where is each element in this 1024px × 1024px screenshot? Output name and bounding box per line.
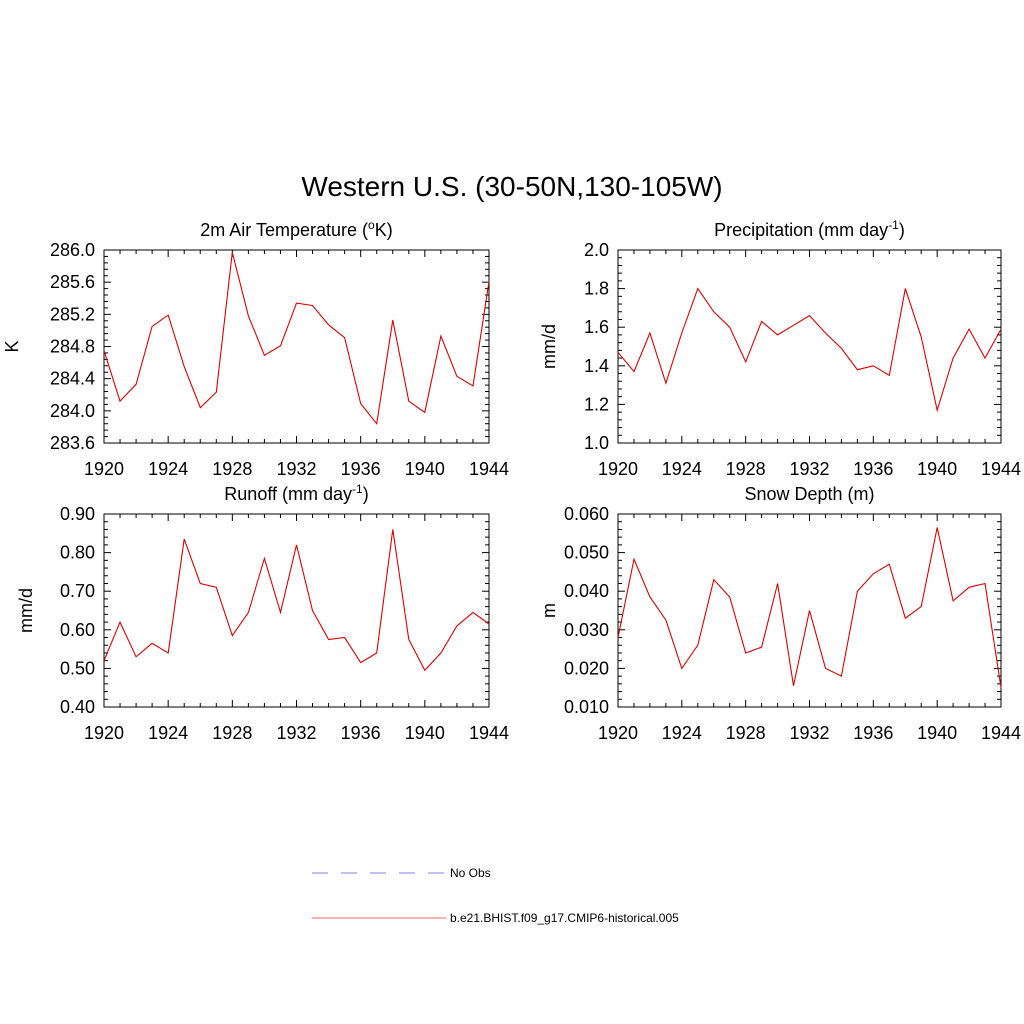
x-tick-label: 1924 (662, 723, 702, 743)
x-tick-label: 1920 (84, 723, 124, 743)
x-tick-label: 1940 (917, 459, 957, 479)
y-axis-label: K (2, 340, 22, 352)
y-tick-label: 284.0 (50, 401, 95, 421)
y-tick-label: 283.6 (50, 433, 95, 453)
legend-label: b.e21.BHIST.f09_g17.CMIP6-historical.005 (450, 911, 679, 925)
y-tick-label: 0.40 (60, 697, 95, 717)
x-tick-label: 1928 (212, 723, 252, 743)
figure-title: Western U.S. (30-50N,130-105W) (301, 171, 722, 202)
x-tick-label: 1944 (469, 459, 509, 479)
y-tick-label: 1.6 (584, 317, 609, 337)
panels-group: 1920 1924 1928 1932 1936 1940 1944 283.6 284.0 28… (2, 218, 1021, 743)
y-axis-label: mm/d (16, 588, 36, 633)
y-tick-label: 0.80 (60, 543, 95, 563)
plot-frame (103, 513, 490, 708)
plot-frame (103, 249, 490, 444)
y-axis-label: m (539, 603, 559, 618)
y-tick-label: 1.2 (584, 394, 609, 414)
chart-panel: 1920 1924 1928 1932 1936 1940 1944 1.0 1.2 1.4 1.6… (539, 218, 1021, 479)
y-tick-label: 0.060 (564, 504, 609, 524)
y-tick-label: 0.50 (60, 658, 95, 678)
y-tick-label: 1.8 (584, 279, 609, 299)
y-tick-label: 285.6 (50, 272, 95, 292)
x-tick-label: 1920 (598, 459, 638, 479)
x-tick-label: 1936 (341, 723, 381, 743)
series-line (103, 252, 490, 426)
y-tick-label: 286.0 (50, 240, 95, 260)
y-tick-label: 0.60 (60, 620, 95, 640)
x-tick-label: 1932 (789, 723, 829, 743)
chart-panel: 1920 1924 1928 1932 1936 1940 1944 0.010 0.020 0.… (539, 484, 1021, 743)
x-tick-label: 1932 (276, 723, 316, 743)
x-tick-label: 1944 (981, 723, 1021, 743)
y-tick-label: 2.0 (584, 240, 609, 260)
chart-panel: 1920 1924 1928 1932 1936 1940 1944 283.6 284.0 28… (2, 218, 509, 479)
y-tick-label: 284.8 (50, 337, 95, 357)
x-tick-label: 1940 (405, 459, 445, 479)
series-line (617, 527, 1002, 688)
panel-title: Precipitation (mm day-1) (714, 218, 905, 240)
x-tick-label: 1932 (789, 459, 829, 479)
panel-title: Snow Depth (m) (744, 484, 874, 504)
y-tick-label: 285.2 (50, 304, 95, 324)
x-tick-label: 1940 (405, 723, 445, 743)
y-tick-label: 1.4 (584, 356, 609, 376)
x-tick-label: 1928 (212, 459, 252, 479)
y-tick-label: 284.4 (50, 369, 95, 389)
y-tick-label: 0.040 (564, 581, 609, 601)
x-tick-label: 1944 (981, 459, 1021, 479)
x-tick-label: 1924 (148, 723, 188, 743)
y-tick-label: 0.010 (564, 697, 609, 717)
x-tick-label: 1928 (726, 459, 766, 479)
y-axis-label: mm/d (539, 324, 559, 369)
x-tick-label: 1944 (469, 723, 509, 743)
y-tick-label: 0.90 (60, 504, 95, 524)
y-tick-label: 0.70 (60, 581, 95, 601)
chart-panel: 1920 1924 1928 1932 1936 1940 1944 0.40 0.50 0.60… (16, 482, 509, 743)
x-tick-label: 1932 (276, 459, 316, 479)
y-tick-label: 1.0 (584, 433, 609, 453)
plot-frame (617, 249, 1002, 444)
x-tick-label: 1936 (341, 459, 381, 479)
x-tick-label: 1920 (598, 723, 638, 743)
legend-label: No Obs (450, 866, 491, 880)
x-tick-label: 1936 (853, 459, 893, 479)
legend: No Obs b.e21.BHIST.f09_g17.CMIP6-historic… (312, 866, 679, 925)
series-line (617, 287, 1002, 413)
panel-title: 2m Air Temperature (oK) (200, 218, 392, 240)
x-tick-label: 1940 (917, 723, 957, 743)
x-tick-label: 1924 (148, 459, 188, 479)
x-tick-label: 1936 (853, 723, 893, 743)
y-tick-label: 0.020 (564, 658, 609, 678)
y-tick-label: 0.030 (564, 620, 609, 640)
panel-title: Runoff (mm day-1) (224, 482, 368, 504)
x-tick-label: 1924 (662, 459, 702, 479)
x-tick-label: 1920 (84, 459, 124, 479)
series-line (103, 529, 490, 672)
y-tick-label: 0.050 (564, 543, 609, 563)
x-tick-label: 1928 (726, 723, 766, 743)
